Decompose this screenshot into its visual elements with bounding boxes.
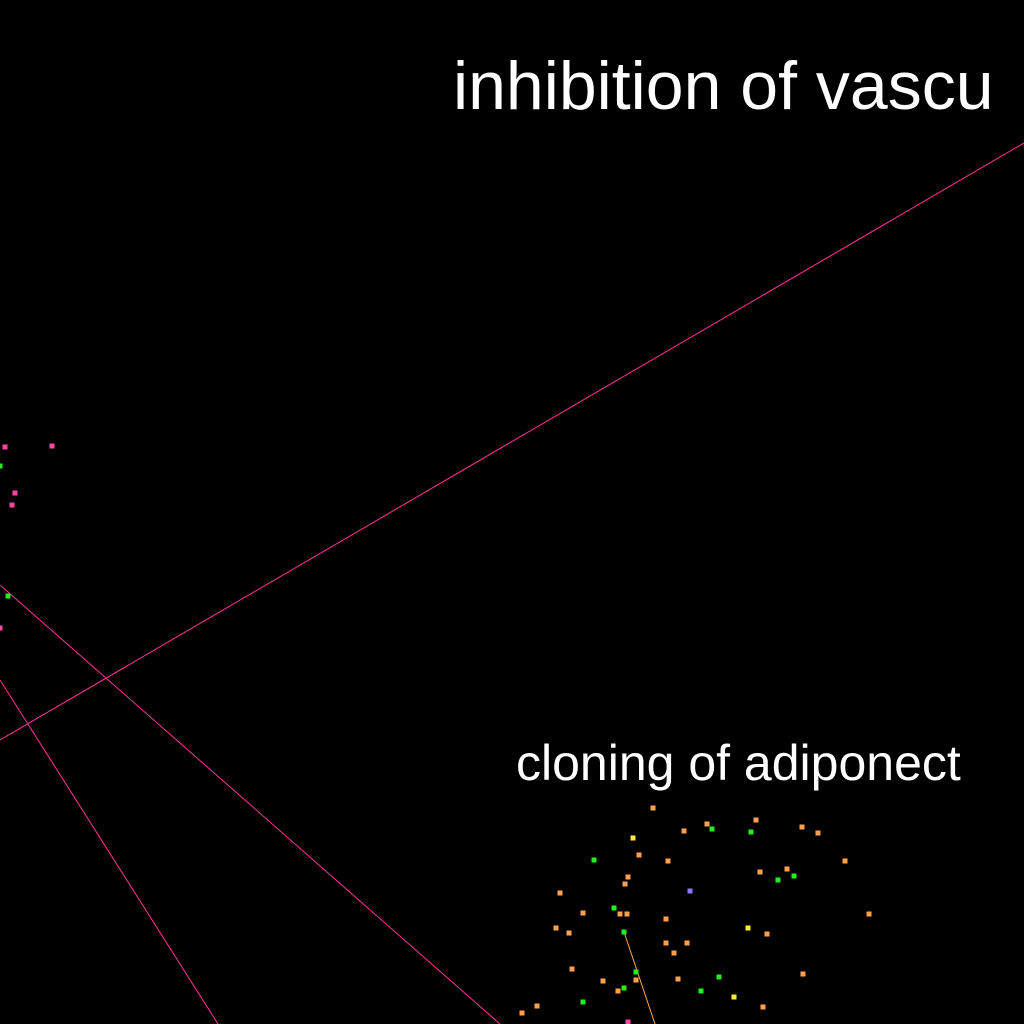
graph-node [621,929,627,935]
graph-node [2,444,8,450]
graph-node [534,1003,540,1009]
graph-node [580,999,586,1005]
cluster-label-top: inhibition of vascu [453,48,994,124]
graph-node [0,463,3,469]
graph-node [621,985,627,991]
graph-node [698,988,704,994]
graph-node [611,905,617,911]
graph-node [687,888,693,894]
graph-node [622,881,628,887]
graph-node [591,857,597,863]
graph-node [800,971,806,977]
graph-node [745,925,751,931]
graph-node [753,817,759,823]
graph-node [866,911,872,917]
cluster-label-bottom: cloning of adiponect [516,735,961,791]
graph-node [557,890,563,896]
graph-node [5,593,11,599]
edge-cluster-internal [623,931,656,1024]
graph-node [615,988,621,994]
edge-long-diagonal [0,142,1024,741]
graph-node [12,490,18,496]
graph-node [784,866,790,872]
graph-node [716,974,722,980]
graph-node [9,502,15,508]
graph-node [665,858,671,864]
graph-node [842,858,848,864]
graph-node [636,852,642,858]
edge-left-to-bottom [0,584,501,1024]
graph-node [580,910,586,916]
graph-node [760,1004,766,1010]
edge-left-steep [0,679,219,1024]
graph-node [625,1019,631,1024]
graph-node [633,977,639,983]
graph-node [569,966,575,972]
graph-node [775,877,781,883]
graph-node [663,940,669,946]
graph-node [757,869,763,875]
graph-node [0,625,3,631]
graph-node [704,821,710,827]
graph-node [630,835,636,841]
graph-node [791,873,797,879]
graph-node [815,830,821,836]
graph-node [709,826,715,832]
graph-node [799,824,805,830]
graph-node [553,925,559,931]
graph-node [650,805,656,811]
graph-node [625,874,631,880]
graph-node [49,443,55,449]
graph-node [519,1010,525,1016]
graph-node [600,978,606,984]
graph-node [624,911,630,917]
graph-node [684,940,690,946]
graph-node [764,931,770,937]
graph-node [633,969,639,975]
graph-node [675,976,681,982]
graph-node [731,994,737,1000]
graph-node [671,950,677,956]
graph-node [681,828,687,834]
graph-node [617,911,623,917]
graph-node [748,829,754,835]
graph-node [663,916,669,922]
graph-node [566,930,572,936]
